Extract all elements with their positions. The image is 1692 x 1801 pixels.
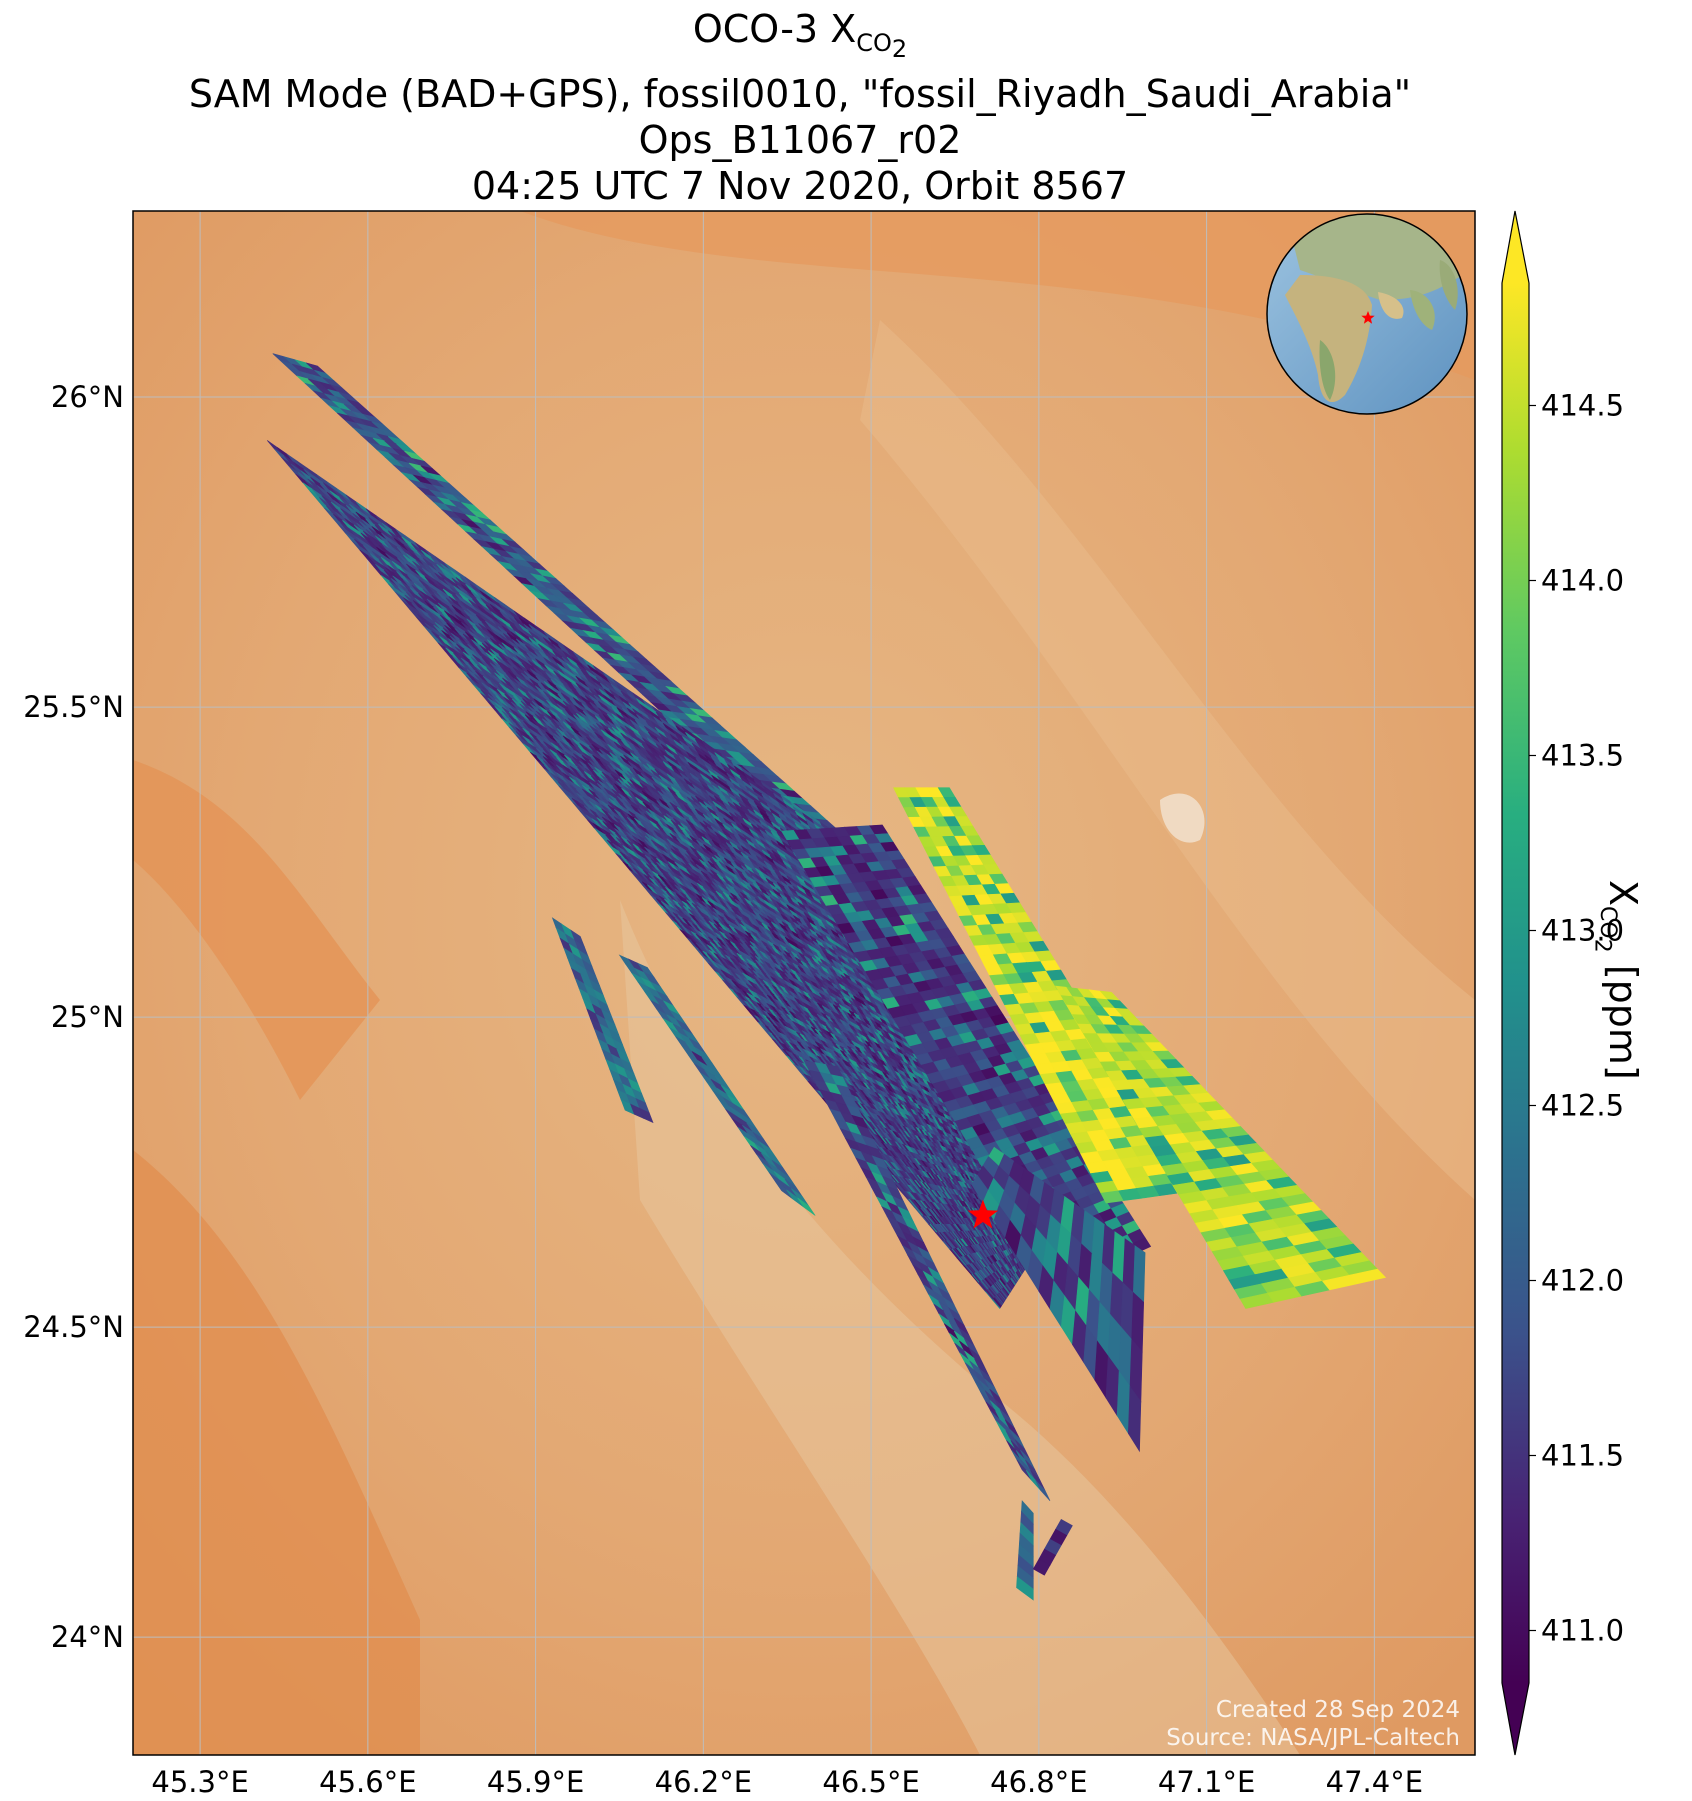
xco2-swaths xyxy=(266,353,1387,1601)
title-line-4: 04:25 UTC 7 Nov 2020, Orbit 8567 xyxy=(471,164,1129,209)
swath-1 xyxy=(272,353,861,851)
title-line-2: SAM Mode (BAD+GPS), fossil0010, "fossil_… xyxy=(188,72,1412,117)
title-block: OCO-3 XCO2 SAM Mode (BAD+GPS), fossil001… xyxy=(0,6,1600,209)
title-line-3: Ops_B11067_r02 xyxy=(638,118,962,163)
title-line-1: OCO-3 XCO2 xyxy=(692,7,908,63)
